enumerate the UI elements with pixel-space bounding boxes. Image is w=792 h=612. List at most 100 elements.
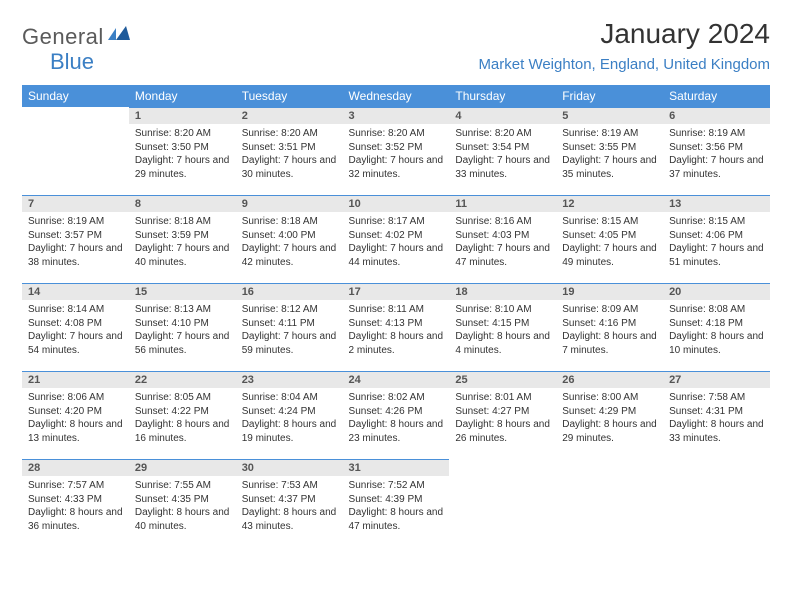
calendar-cell: 2Sunrise: 8:20 AMSunset: 3:51 PMDaylight…	[236, 107, 343, 195]
day-body: Sunrise: 8:12 AMSunset: 4:11 PMDaylight:…	[236, 300, 343, 360]
sunset-line: Sunset: 3:57 PM	[28, 229, 123, 243]
daylight-line: Daylight: 7 hours and 56 minutes.	[135, 330, 230, 357]
sunrise-line: Sunrise: 8:01 AM	[455, 391, 550, 405]
day-number: 8	[129, 195, 236, 212]
day-body: Sunrise: 8:08 AMSunset: 4:18 PMDaylight:…	[663, 300, 770, 360]
logo-arrow-icon	[108, 26, 130, 47]
sunrise-line: Sunrise: 8:15 AM	[669, 215, 764, 229]
day-number: 15	[129, 283, 236, 300]
daylight-line: Daylight: 7 hours and 42 minutes.	[242, 242, 337, 269]
day-number: 12	[556, 195, 663, 212]
day-number: 19	[556, 283, 663, 300]
daylight-line: Daylight: 8 hours and 7 minutes.	[562, 330, 657, 357]
calendar-cell: 1Sunrise: 8:20 AMSunset: 3:50 PMDaylight…	[129, 107, 236, 195]
day-body: Sunrise: 8:00 AMSunset: 4:29 PMDaylight:…	[556, 388, 663, 448]
calendar-cell: 23Sunrise: 8:04 AMSunset: 4:24 PMDayligh…	[236, 371, 343, 459]
sunset-line: Sunset: 4:10 PM	[135, 317, 230, 331]
day-number: 28	[22, 459, 129, 476]
sunset-line: Sunset: 3:55 PM	[562, 141, 657, 155]
calendar-cell: 25Sunrise: 8:01 AMSunset: 4:27 PMDayligh…	[449, 371, 556, 459]
day-number: 27	[663, 371, 770, 388]
calendar-cell: 28Sunrise: 7:57 AMSunset: 4:33 PMDayligh…	[22, 459, 129, 547]
day-number: 25	[449, 371, 556, 388]
day-body: Sunrise: 8:11 AMSunset: 4:13 PMDaylight:…	[343, 300, 450, 360]
calendar-cell: 6Sunrise: 8:19 AMSunset: 3:56 PMDaylight…	[663, 107, 770, 195]
day-number: 3	[343, 107, 450, 124]
day-number: 23	[236, 371, 343, 388]
calendar-cell: 8Sunrise: 8:18 AMSunset: 3:59 PMDaylight…	[129, 195, 236, 283]
day-body: Sunrise: 8:18 AMSunset: 3:59 PMDaylight:…	[129, 212, 236, 272]
logo-text-1: General	[22, 24, 104, 50]
sunset-line: Sunset: 4:39 PM	[349, 493, 444, 507]
day-body: Sunrise: 8:16 AMSunset: 4:03 PMDaylight:…	[449, 212, 556, 272]
daylight-line: Daylight: 7 hours and 51 minutes.	[669, 242, 764, 269]
day-body: Sunrise: 8:15 AMSunset: 4:05 PMDaylight:…	[556, 212, 663, 272]
calendar-week-row: 21Sunrise: 8:06 AMSunset: 4:20 PMDayligh…	[22, 371, 770, 459]
daylight-line: Daylight: 7 hours and 47 minutes.	[455, 242, 550, 269]
day-body: Sunrise: 8:20 AMSunset: 3:50 PMDaylight:…	[129, 124, 236, 184]
day-body: Sunrise: 8:02 AMSunset: 4:26 PMDaylight:…	[343, 388, 450, 448]
day-body: Sunrise: 7:57 AMSunset: 4:33 PMDaylight:…	[22, 476, 129, 536]
daylight-line: Daylight: 8 hours and 47 minutes.	[349, 506, 444, 533]
calendar-cell: 14Sunrise: 8:14 AMSunset: 4:08 PMDayligh…	[22, 283, 129, 371]
sunrise-line: Sunrise: 8:14 AM	[28, 303, 123, 317]
sunrise-line: Sunrise: 8:16 AM	[455, 215, 550, 229]
day-number: 30	[236, 459, 343, 476]
daylight-line: Daylight: 8 hours and 36 minutes.	[28, 506, 123, 533]
sunset-line: Sunset: 4:27 PM	[455, 405, 550, 419]
day-number: 21	[22, 371, 129, 388]
calendar-cell: 5Sunrise: 8:19 AMSunset: 3:55 PMDaylight…	[556, 107, 663, 195]
sunset-line: Sunset: 3:59 PM	[135, 229, 230, 243]
sunset-line: Sunset: 4:03 PM	[455, 229, 550, 243]
weekday-header: Saturday	[663, 85, 770, 107]
sunset-line: Sunset: 4:02 PM	[349, 229, 444, 243]
day-number: 10	[343, 195, 450, 212]
daylight-line: Daylight: 7 hours and 44 minutes.	[349, 242, 444, 269]
weekday-header: Thursday	[449, 85, 556, 107]
calendar-cell: 15Sunrise: 8:13 AMSunset: 4:10 PMDayligh…	[129, 283, 236, 371]
sunrise-line: Sunrise: 8:11 AM	[349, 303, 444, 317]
day-number: 7	[22, 195, 129, 212]
daylight-line: Daylight: 8 hours and 4 minutes.	[455, 330, 550, 357]
day-body: Sunrise: 8:15 AMSunset: 4:06 PMDaylight:…	[663, 212, 770, 272]
day-number: 2	[236, 107, 343, 124]
day-body: Sunrise: 7:58 AMSunset: 4:31 PMDaylight:…	[663, 388, 770, 448]
calendar-cell: 30Sunrise: 7:53 AMSunset: 4:37 PMDayligh…	[236, 459, 343, 547]
daylight-line: Daylight: 7 hours and 35 minutes.	[562, 154, 657, 181]
day-body: Sunrise: 8:20 AMSunset: 3:51 PMDaylight:…	[236, 124, 343, 184]
daylight-line: Daylight: 8 hours and 43 minutes.	[242, 506, 337, 533]
daylight-line: Daylight: 8 hours and 10 minutes.	[669, 330, 764, 357]
day-body: Sunrise: 8:20 AMSunset: 3:52 PMDaylight:…	[343, 124, 450, 184]
sunrise-line: Sunrise: 8:20 AM	[135, 127, 230, 141]
sunset-line: Sunset: 4:29 PM	[562, 405, 657, 419]
day-body: Sunrise: 8:05 AMSunset: 4:22 PMDaylight:…	[129, 388, 236, 448]
day-number: 22	[129, 371, 236, 388]
calendar-cell: 20Sunrise: 8:08 AMSunset: 4:18 PMDayligh…	[663, 283, 770, 371]
calendar-cell: 17Sunrise: 8:11 AMSunset: 4:13 PMDayligh…	[343, 283, 450, 371]
sunset-line: Sunset: 3:54 PM	[455, 141, 550, 155]
sunset-line: Sunset: 4:31 PM	[669, 405, 764, 419]
daylight-line: Daylight: 7 hours and 32 minutes.	[349, 154, 444, 181]
sunset-line: Sunset: 3:50 PM	[135, 141, 230, 155]
sunrise-line: Sunrise: 8:19 AM	[28, 215, 123, 229]
sunset-line: Sunset: 4:22 PM	[135, 405, 230, 419]
sunrise-line: Sunrise: 8:20 AM	[242, 127, 337, 141]
logo-text-2: Blue	[50, 49, 94, 74]
calendar-cell: 21Sunrise: 8:06 AMSunset: 4:20 PMDayligh…	[22, 371, 129, 459]
day-number: 13	[663, 195, 770, 212]
sunrise-line: Sunrise: 8:19 AM	[669, 127, 764, 141]
weekday-header: Sunday	[22, 85, 129, 107]
calendar-cell	[449, 459, 556, 547]
calendar-week-row: 28Sunrise: 7:57 AMSunset: 4:33 PMDayligh…	[22, 459, 770, 547]
sunrise-line: Sunrise: 7:58 AM	[669, 391, 764, 405]
day-number: 6	[663, 107, 770, 124]
calendar-week-row: 1Sunrise: 8:20 AMSunset: 3:50 PMDaylight…	[22, 107, 770, 195]
day-body: Sunrise: 7:55 AMSunset: 4:35 PMDaylight:…	[129, 476, 236, 536]
sunset-line: Sunset: 4:18 PM	[669, 317, 764, 331]
sunrise-line: Sunrise: 8:18 AM	[135, 215, 230, 229]
day-body: Sunrise: 8:13 AMSunset: 4:10 PMDaylight:…	[129, 300, 236, 360]
sunrise-line: Sunrise: 8:06 AM	[28, 391, 123, 405]
daylight-line: Daylight: 7 hours and 40 minutes.	[135, 242, 230, 269]
day-number: 24	[343, 371, 450, 388]
day-number: 9	[236, 195, 343, 212]
